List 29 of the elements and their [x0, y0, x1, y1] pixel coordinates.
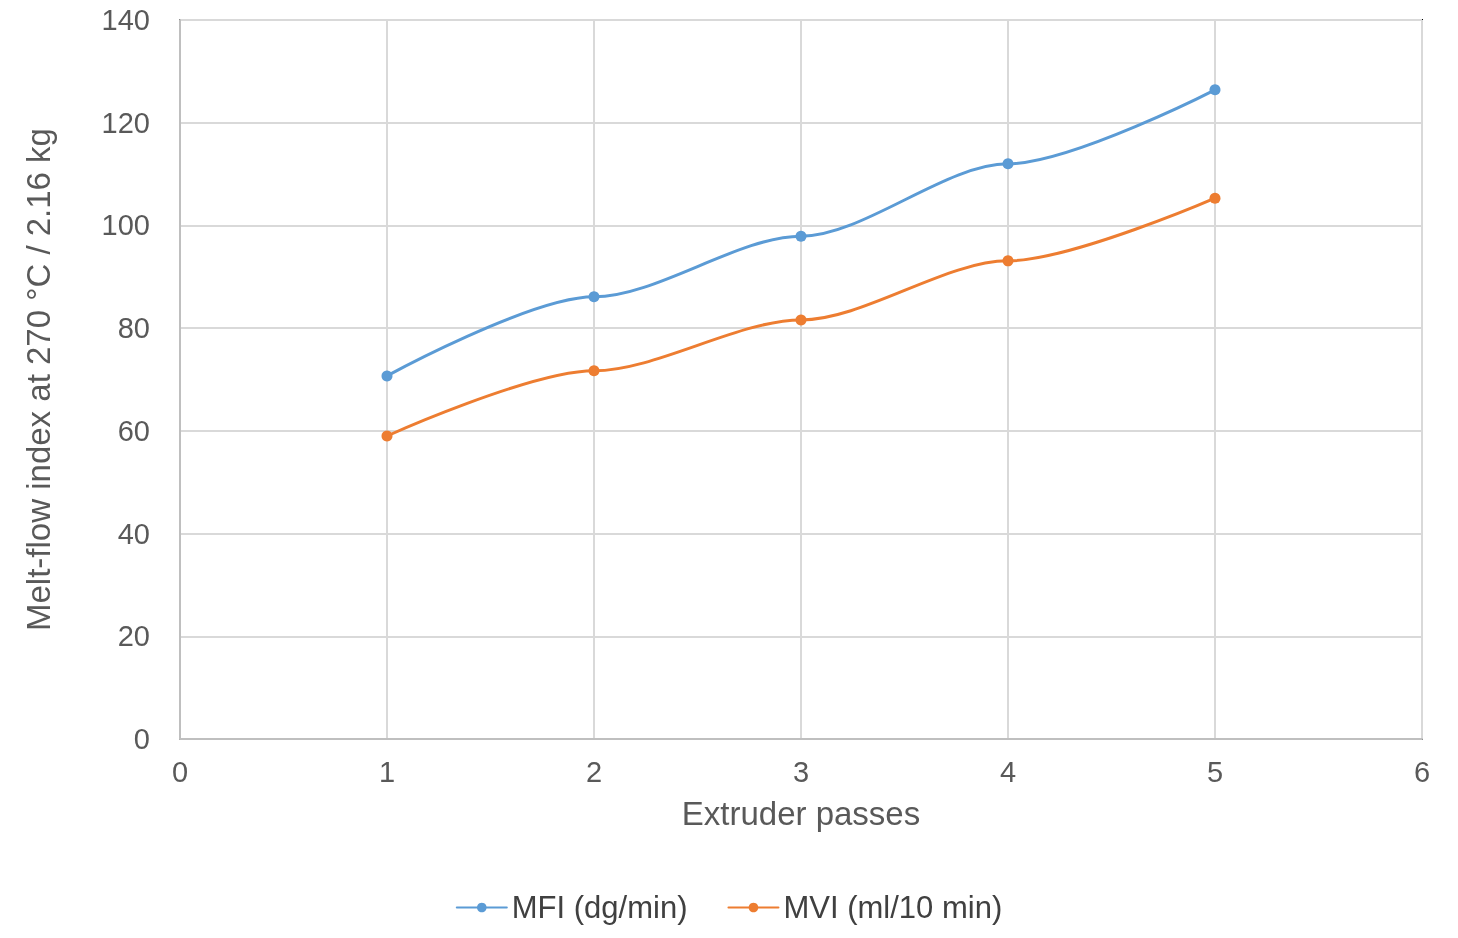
y-tick-label: 120: [101, 106, 150, 139]
point: [588, 365, 600, 377]
x-tick-label: 0: [171, 755, 189, 788]
legend-label: MFI (dg/min): [511, 890, 688, 925]
x-tick-label: 4: [999, 755, 1017, 788]
y-tick-label: 40: [117, 517, 150, 550]
point: [1002, 255, 1014, 267]
point: [588, 291, 600, 303]
x-tick-label: 3: [792, 755, 810, 788]
y-tick-label: 100: [101, 209, 150, 242]
point: [1209, 84, 1221, 96]
legend-label: MVI (ml/10 min): [783, 890, 1003, 925]
point: [795, 230, 807, 242]
point: [381, 430, 393, 442]
point: [795, 314, 807, 326]
x-tick-label: 6: [1413, 755, 1431, 788]
y-tick-label: 20: [117, 620, 150, 653]
y-tick-label: 60: [117, 414, 150, 447]
y-tick-label: 80: [117, 312, 150, 345]
point: [1209, 192, 1221, 204]
point: [1002, 158, 1014, 170]
x-axis-title: Extruder passes: [681, 795, 921, 832]
y-tick-label: 140: [101, 4, 150, 36]
y-tick-label: 0: [133, 723, 150, 755]
y-axis-title: Melt-flow index at 270 °C / 2.16 kg: [20, 128, 57, 631]
x-tick-label: 5: [1206, 755, 1224, 788]
x-tick-label: 1: [378, 755, 396, 788]
x-tick-label: 2: [585, 755, 603, 788]
point: [381, 370, 393, 382]
